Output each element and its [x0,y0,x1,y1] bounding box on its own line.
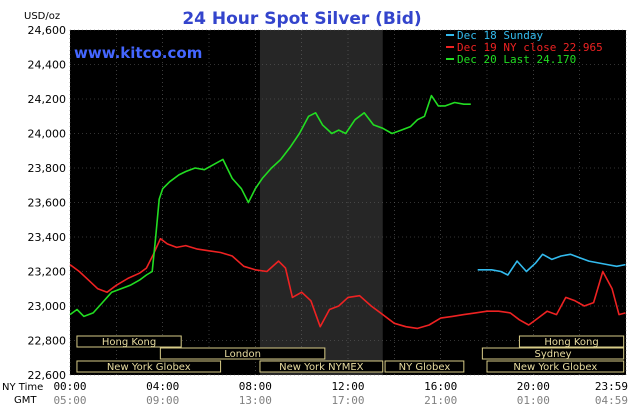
y-tick-label: 24,000 [28,128,67,141]
x-tick-gmt: 09:00 [146,394,179,407]
x-tick-gmt: 13:00 [239,394,272,407]
x-tick-ny: 08:00 [239,380,272,393]
y-tick-label: 23,200 [28,266,67,279]
x-tick-ny: 23:59 [595,380,628,393]
x-tick-ny: 20:00 [517,380,550,393]
y-axis-unit: USD/oz [24,11,60,22]
session-bar [481,347,625,360]
y-tick-label: 23,800 [28,162,67,175]
x-tick-ny: 16:00 [424,380,457,393]
x-tick-gmt: 01:00 [517,394,550,407]
ny-time-label: NY Time [2,382,43,393]
y-tick-label: 23,600 [28,197,67,210]
session-bar [76,335,182,348]
x-tick-ny: 12:00 [331,380,364,393]
y-tick-label: 23,000 [28,300,67,313]
session-label: Hong Kong [544,337,598,348]
y-axis: 24,600 24,400 24,200 24,000 23,800 23,600 23,4… [28,24,67,382]
session-label: Sydney [535,349,572,360]
x-tick-ny: 00:00 [53,380,86,393]
y-tick-label: 24,200 [28,93,67,106]
y-tick-label: 22,800 [28,335,67,348]
series-line-0 [477,253,626,276]
session-label: New York NYMEX [279,362,364,373]
session-bars: Hong Kong London New York Globex New York N… [76,335,625,373]
session-bar [384,360,465,373]
session-bar [259,360,384,373]
session-label: New York Globex [107,362,191,373]
y-tick-label: 24,400 [28,59,67,72]
legend-label: Dec 20 Last 24.170 [457,53,576,66]
series-line-1 [69,237,626,330]
session-label: Hong Kong [102,337,156,348]
session-bar [76,360,222,373]
x-tick-gmt: 05:00 [53,394,86,407]
legend-label: Dec 18 Sunday [457,29,543,42]
session-bar [486,360,625,373]
session-bar [518,335,625,348]
timestamp: December 20, 2022 16:34 [453,17,606,30]
x-tick-gmt: 04:59 [595,394,628,407]
watermark: www.kitco.com [74,44,202,62]
series-line-2 [69,94,471,318]
x-tick-ny: 04:00 [146,380,179,393]
y-tick-label: 24,600 [28,24,67,37]
session-label: NY Globex [399,362,451,373]
session-label: New York Globex [513,362,597,373]
y-tick-label: 22,600 [28,369,67,382]
chart-title: 24 Hour Spot Silver (Bid) [182,9,421,29]
y-tick-label: 23,400 [28,231,67,244]
series-lines [69,94,626,330]
x-tick-gmt: 21:00 [424,394,457,407]
legend-label: Dec 19 NY close 22.965 [457,41,603,54]
session-label: London [224,349,261,360]
session-bar [159,347,326,360]
grid [69,29,627,376]
gmt-label: GMT [14,395,37,406]
x-tick-gmt: 17:00 [331,394,364,407]
